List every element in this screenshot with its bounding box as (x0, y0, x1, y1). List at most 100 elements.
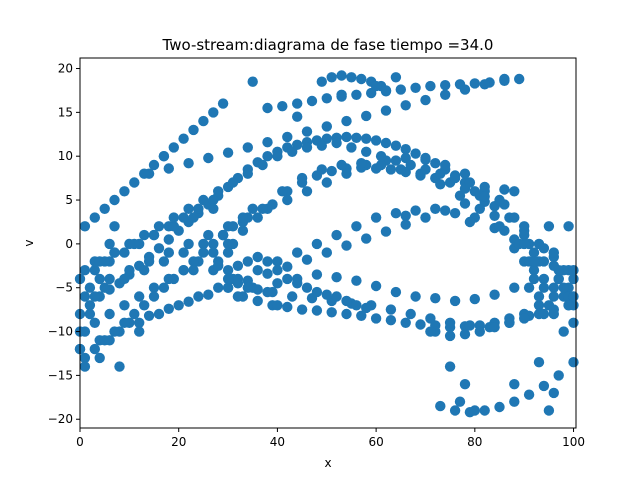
data-point (252, 212, 263, 223)
data-point (178, 133, 189, 144)
y-tick-label: 0 (65, 237, 73, 251)
data-point (509, 396, 520, 407)
data-point (119, 247, 130, 258)
data-point (519, 229, 530, 241)
data-point (321, 121, 332, 132)
data-points (74, 70, 579, 418)
data-point (514, 73, 525, 85)
data-point (104, 335, 115, 346)
data-point (301, 142, 313, 153)
data-point (444, 330, 456, 342)
data-point (568, 291, 579, 302)
data-point (336, 70, 347, 81)
data-point (134, 291, 145, 302)
data-point (509, 212, 520, 223)
data-point (489, 322, 500, 333)
data-point (109, 326, 120, 337)
y-tick-label: 15 (58, 105, 73, 119)
data-point (420, 164, 431, 175)
data-point (351, 89, 362, 101)
data-point (341, 240, 352, 251)
data-point (499, 73, 510, 85)
data-point (548, 282, 559, 293)
data-point (435, 179, 446, 190)
data-point (119, 186, 130, 197)
data-point (479, 191, 490, 202)
data-point (124, 265, 135, 276)
data-point (464, 320, 476, 331)
data-point (198, 194, 209, 206)
data-point (494, 194, 505, 206)
data-point (188, 124, 199, 136)
data-point (119, 317, 130, 328)
data-point (272, 265, 283, 276)
data-point (331, 291, 342, 302)
data-point (410, 291, 421, 302)
data-point (252, 295, 263, 307)
data-point (370, 313, 382, 324)
data-point (232, 291, 244, 302)
data-point (99, 256, 110, 267)
x-tick-label: 0 (76, 435, 84, 449)
data-point (99, 203, 110, 214)
data-point (494, 221, 505, 232)
data-point (208, 247, 219, 258)
data-point (79, 221, 91, 232)
data-point (148, 291, 160, 302)
data-point (213, 260, 224, 271)
data-point (370, 280, 382, 292)
data-point (109, 194, 120, 206)
y-tick-label: 20 (58, 62, 73, 76)
data-point (538, 308, 550, 320)
data-point (287, 291, 298, 302)
data-point (282, 131, 293, 143)
data-point (143, 256, 155, 267)
data-point (198, 247, 209, 258)
data-point (425, 326, 436, 337)
data-point (440, 205, 451, 216)
data-point (316, 140, 327, 151)
data-point (528, 256, 540, 267)
data-point (469, 78, 480, 89)
data-point (257, 203, 268, 214)
data-point (528, 247, 540, 258)
data-point (242, 168, 253, 179)
data-point (277, 101, 288, 112)
data-point (296, 172, 308, 184)
data-point (208, 203, 219, 214)
data-point (459, 379, 471, 390)
data-point (193, 203, 204, 214)
data-point (109, 221, 120, 232)
data-point (188, 256, 199, 267)
data-point (351, 132, 362, 143)
data-point (168, 221, 179, 232)
data-point (94, 273, 105, 285)
data-point (94, 352, 105, 364)
data-point (198, 115, 209, 127)
data-point (134, 326, 145, 337)
data-point (326, 72, 337, 83)
data-point (242, 282, 253, 293)
data-point (153, 308, 165, 320)
data-point (449, 172, 461, 184)
data-point (568, 357, 579, 368)
data-point (390, 208, 402, 219)
data-point (543, 221, 555, 232)
data-point (272, 256, 283, 267)
data-point (143, 310, 155, 321)
data-point (390, 155, 402, 166)
data-point (222, 282, 234, 293)
data-point (553, 273, 564, 285)
chart-title: Two-stream:diagrama de fase tiempo =34.0 (162, 36, 494, 54)
data-point (129, 177, 140, 188)
data-point (232, 260, 244, 271)
data-point (183, 203, 194, 214)
data-point (346, 72, 357, 83)
data-point (168, 212, 179, 223)
data-point (523, 282, 535, 293)
data-point (444, 317, 456, 328)
data-point (213, 186, 224, 197)
data-point (361, 133, 372, 144)
data-point (400, 100, 411, 111)
data-point (282, 261, 293, 272)
